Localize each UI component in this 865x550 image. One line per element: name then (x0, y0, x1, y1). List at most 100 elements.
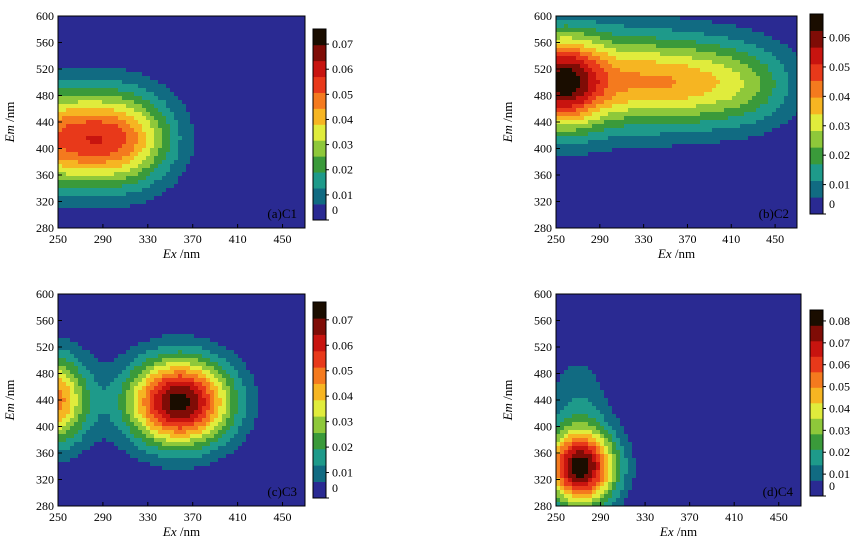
heatmap-cell (652, 40, 657, 45)
colorbar-segment (313, 92, 326, 109)
heatmap-cell (70, 124, 75, 129)
heatmap-cell (98, 148, 103, 153)
heatmap-cell (290, 24, 295, 29)
heatmap-cell (596, 88, 601, 93)
heatmap-cell (262, 68, 267, 73)
heatmap-cell (716, 96, 721, 101)
heatmap-cell (126, 224, 131, 229)
heatmap-cell (728, 84, 733, 89)
heatmap-cell (142, 180, 147, 185)
heatmap-cell (278, 20, 283, 25)
heatmap-cell (250, 24, 255, 29)
heatmap-cell (202, 200, 207, 205)
heatmap-cell (150, 140, 155, 145)
heatmap-cell (182, 40, 187, 45)
heatmap-cell (110, 220, 115, 225)
heatmap-cell (648, 44, 653, 49)
heatmap-cell (218, 116, 223, 121)
heatmap-cell (688, 32, 693, 37)
heatmap-cell (612, 72, 617, 77)
heatmap-cell (672, 40, 677, 45)
heatmap-cell (222, 128, 227, 133)
heatmap-cell (94, 132, 99, 137)
heatmap-cell (182, 84, 187, 89)
heatmap-cell (680, 80, 685, 85)
heatmap-cell (146, 152, 151, 157)
heatmap-cell (230, 204, 235, 209)
heatmap-cell (150, 88, 155, 93)
heatmap-cell (190, 120, 195, 125)
heatmap-cell (214, 76, 219, 81)
heatmap-cell (210, 96, 215, 101)
heatmap-cell (242, 144, 247, 149)
heatmap-cell (174, 132, 179, 137)
heatmap-cell (274, 148, 279, 153)
heatmap-cell (118, 140, 123, 145)
heatmap-cell (286, 36, 291, 41)
heatmap-cell (776, 32, 781, 37)
heatmap-cell (134, 200, 139, 205)
heatmap-cell (290, 60, 295, 65)
heatmap-cell (258, 156, 263, 161)
heatmap-cell (242, 212, 247, 217)
heatmap-cell (134, 104, 139, 109)
heatmap-cell (580, 104, 585, 109)
heatmap-cell (118, 172, 123, 177)
heatmap-cell (206, 44, 211, 49)
heatmap-cell (62, 168, 67, 173)
heatmap-cell (130, 208, 135, 213)
heatmap-cell (604, 116, 609, 121)
heatmap-cell (170, 40, 175, 45)
heatmap-cell (150, 184, 155, 189)
heatmap-cell (126, 48, 131, 53)
heatmap-cell (114, 16, 119, 21)
heatmap-cell (102, 108, 107, 113)
heatmap-cell (94, 32, 99, 37)
heatmap-cell (214, 108, 219, 113)
heatmap-cell (234, 144, 239, 149)
heatmap-cell (138, 32, 143, 37)
heatmap-cell (106, 80, 111, 85)
heatmap-cell (664, 60, 669, 65)
heatmap-cell (628, 40, 633, 45)
heatmap-cell (704, 60, 709, 65)
heatmap-cell (174, 176, 179, 181)
heatmap-cell (206, 184, 211, 189)
heatmap-cell (290, 200, 295, 205)
heatmap-cell (154, 20, 159, 25)
heatmap-cell (768, 24, 773, 29)
heatmap-cell (708, 108, 713, 113)
heatmap-cell (242, 196, 247, 201)
heatmap-cell (230, 192, 235, 197)
heatmap-cell (632, 32, 637, 37)
heatmap-cell (274, 132, 279, 137)
heatmap-cell (656, 56, 661, 61)
heatmap-cell (636, 84, 641, 89)
heatmap-cell (158, 144, 163, 149)
heatmap-cell (98, 60, 103, 65)
heatmap-cell (154, 92, 159, 97)
heatmap-cell (294, 44, 299, 49)
heatmap-cell (98, 112, 103, 117)
heatmap-cell (680, 88, 685, 93)
heatmap-cell (696, 36, 701, 41)
heatmap-cell (214, 164, 219, 169)
heatmap-cell (652, 20, 657, 25)
heatmap-cell (684, 68, 689, 73)
heatmap-cell (274, 160, 279, 165)
heatmap-cell (732, 116, 737, 121)
heatmap-cell (154, 60, 159, 65)
heatmap-cell (230, 116, 235, 121)
heatmap-cell (70, 132, 75, 137)
heatmap-cell (632, 20, 637, 25)
heatmap-cell (708, 80, 713, 85)
heatmap-cell (182, 128, 187, 133)
heatmap-cell (664, 52, 669, 57)
heatmap-cell (250, 168, 255, 173)
heatmap-cell (150, 32, 155, 37)
heatmap-cell (178, 196, 183, 201)
heatmap-cell (114, 148, 119, 153)
heatmap-cell (262, 176, 267, 181)
heatmap-cell (90, 48, 95, 53)
heatmap-cell (266, 104, 271, 109)
